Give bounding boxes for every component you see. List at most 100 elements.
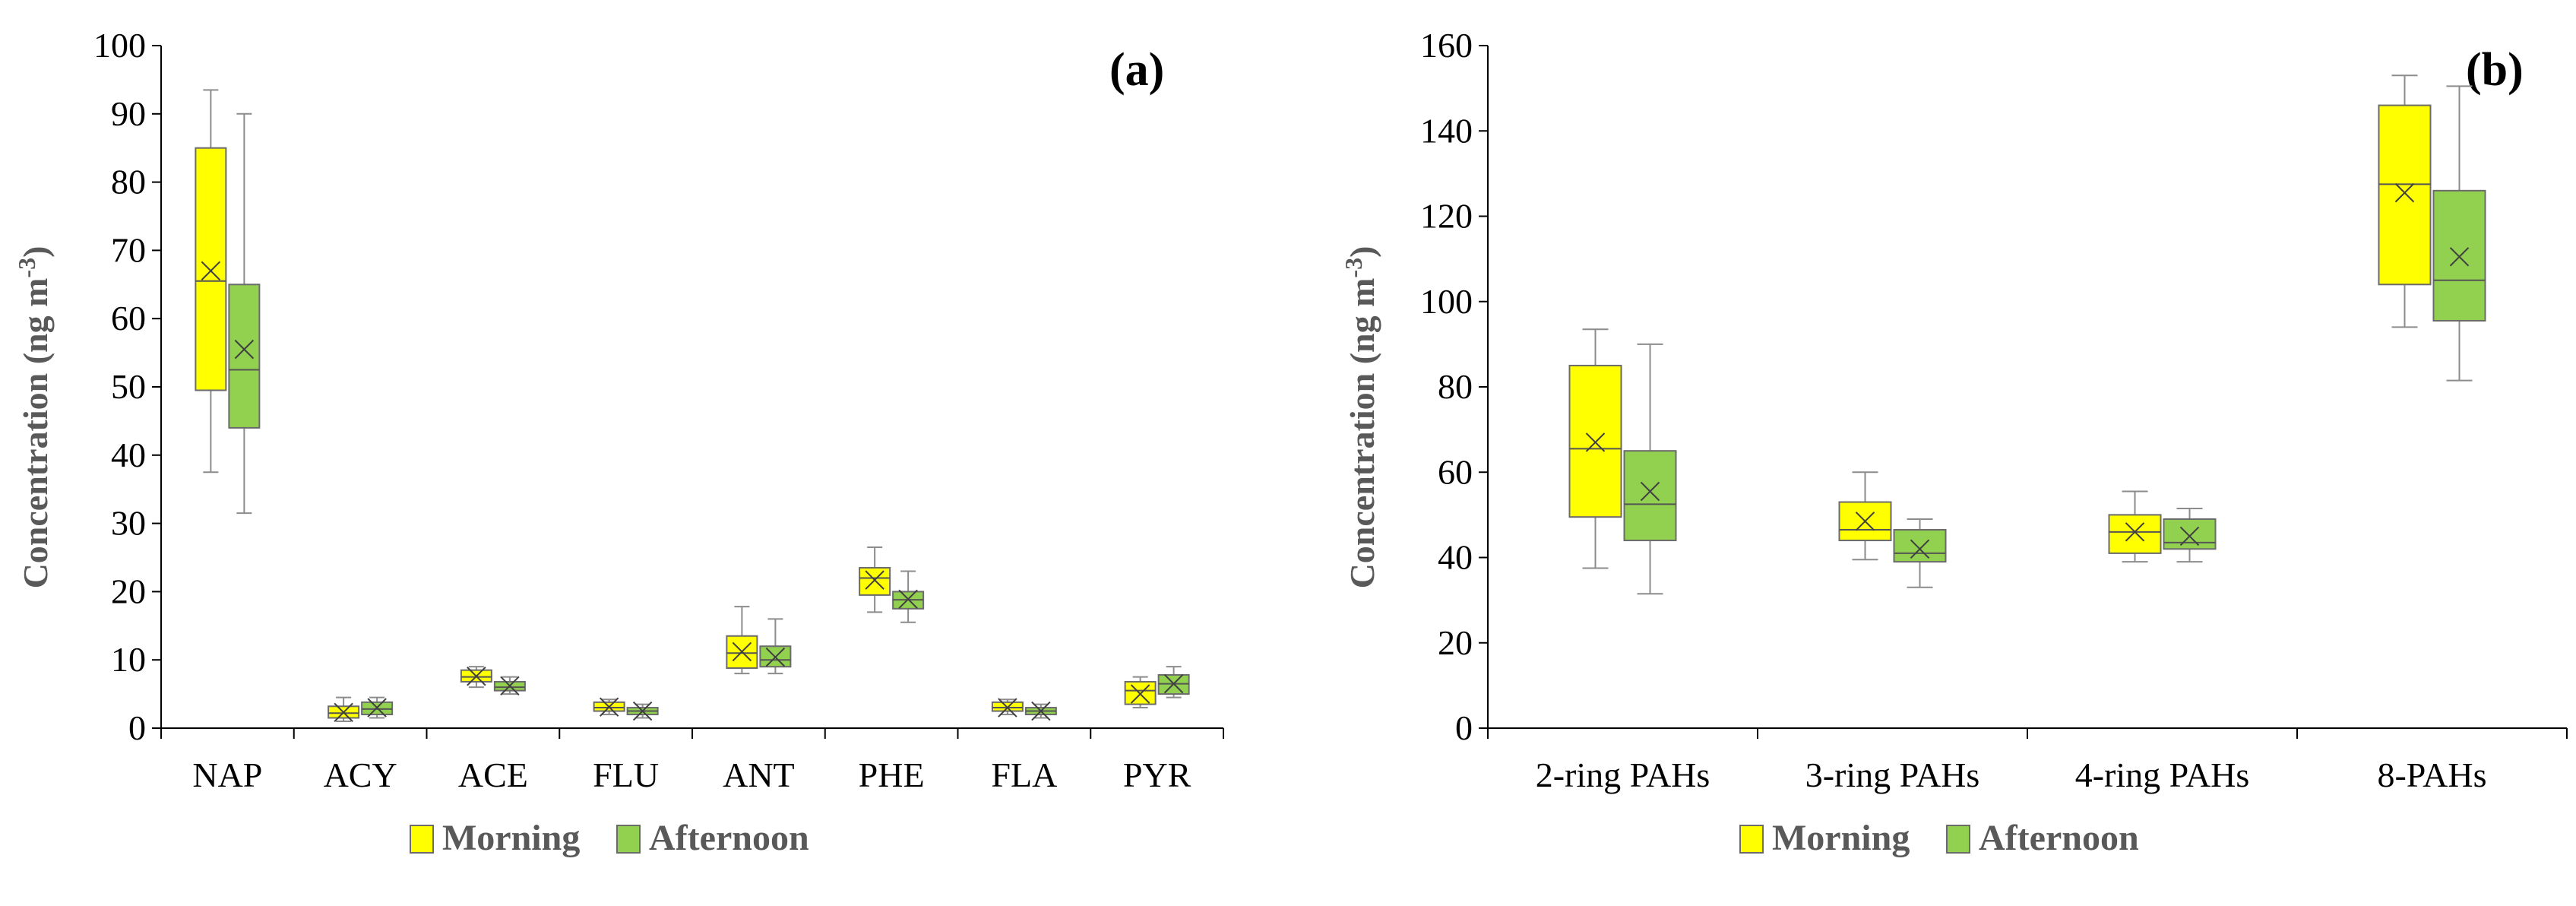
mean-marker bbox=[732, 641, 752, 662]
x-tick-label: NAP bbox=[192, 756, 262, 794]
box-afternoon-ant bbox=[759, 618, 792, 675]
box-afternoon-8-pahs bbox=[2432, 85, 2486, 382]
box-morning-ant bbox=[726, 606, 758, 675]
iqr-box bbox=[228, 284, 261, 429]
box-morning-acy bbox=[328, 696, 360, 723]
x-tick-label: 4-ring PAHs bbox=[2075, 756, 2250, 794]
box-morning-flu bbox=[593, 697, 625, 717]
box-morning-pyr bbox=[1124, 676, 1157, 709]
y-tick-label: 140 bbox=[1420, 111, 1473, 150]
iqr-box bbox=[1124, 680, 1157, 705]
mean-marker bbox=[599, 697, 619, 717]
box-morning-fla bbox=[991, 698, 1024, 718]
mean-marker bbox=[500, 676, 520, 696]
iqr-box bbox=[2108, 514, 2162, 554]
legend-label-afternoon: Afternoon bbox=[649, 818, 809, 858]
x-tick-label: 8-PAHs bbox=[2377, 756, 2486, 794]
box-morning-4-ring-pahs bbox=[2108, 490, 2162, 563]
box-afternoon-4-ring-pahs bbox=[2163, 507, 2217, 563]
iqr-box bbox=[195, 147, 227, 391]
mean-marker bbox=[201, 261, 221, 281]
y-tick-label: 20 bbox=[111, 572, 146, 610]
box-afternoon-phe bbox=[892, 570, 925, 623]
mean-marker bbox=[1031, 701, 1051, 721]
box-afternoon-fla bbox=[1024, 701, 1057, 721]
mean-marker bbox=[2179, 526, 2200, 546]
mean-marker bbox=[1640, 481, 1660, 502]
mean-marker bbox=[2449, 247, 2470, 267]
chart-panel-a: 0 10 20 30 40 50 60 70 80 90 100 NAP ACY ACE FLU ANT PHE… bbox=[13, 26, 1224, 858]
y-tick-label: 70 bbox=[111, 230, 146, 269]
mean-marker bbox=[367, 698, 387, 718]
legend-swatch-morning bbox=[1739, 825, 1764, 854]
box-afternoon-2-ring-pahs bbox=[1623, 343, 1677, 595]
iqr-box bbox=[1623, 450, 1677, 542]
iqr-box bbox=[2163, 518, 2217, 550]
legend-swatch-afternoon bbox=[616, 825, 641, 854]
box-morning-phe bbox=[859, 546, 891, 613]
mean-marker bbox=[334, 702, 353, 723]
box-afternoon-pyr bbox=[1157, 666, 1190, 699]
mean-marker bbox=[765, 647, 786, 667]
box-afternoon-nap bbox=[228, 112, 261, 515]
mean-marker bbox=[632, 701, 653, 721]
mean-marker bbox=[1910, 539, 1930, 559]
iqr-box bbox=[759, 645, 792, 668]
y-tick-label: 40 bbox=[1438, 538, 1473, 577]
mean-marker bbox=[467, 667, 486, 686]
y-tick-label: 0 bbox=[128, 708, 146, 747]
x-tick-label: 3-ring PAHs bbox=[1805, 756, 1980, 794]
mean-marker bbox=[865, 570, 885, 590]
y-tick-label: 160 bbox=[1420, 26, 1473, 65]
y-tick-label: 40 bbox=[111, 436, 146, 474]
y-tick-label: 90 bbox=[111, 94, 146, 133]
x-tick-label: PYR bbox=[1123, 756, 1191, 794]
box-morning-ace bbox=[460, 666, 492, 689]
y-tick-label: 60 bbox=[1438, 452, 1473, 491]
iqr-box bbox=[1893, 529, 1947, 563]
box-afternoon-ace bbox=[493, 676, 526, 696]
y-tick-label: 100 bbox=[93, 26, 146, 65]
y-tick-label: 80 bbox=[111, 163, 146, 201]
x-tick-label: 2-ring PAHs bbox=[1536, 756, 1710, 794]
iqr-box bbox=[1568, 364, 1622, 518]
mean-marker bbox=[1163, 673, 1184, 694]
y-tick-label: 0 bbox=[1455, 708, 1473, 747]
mean-marker bbox=[1855, 512, 1875, 531]
y-tick-label: 10 bbox=[111, 640, 146, 679]
legend-swatch-morning bbox=[410, 825, 434, 854]
x-tick-label: FLA bbox=[991, 756, 1057, 794]
box-morning-3-ring-pahs bbox=[1838, 471, 1892, 561]
y-axis-title: Concentration (ng m-3) bbox=[13, 246, 55, 589]
y-tick-label: 80 bbox=[1438, 367, 1473, 406]
panel-label: (a) bbox=[1109, 44, 1164, 96]
box-afternoon-flu bbox=[626, 701, 659, 721]
y-axis-title: Concentration (ng m-3) bbox=[1340, 246, 1381, 589]
mean-marker bbox=[2125, 522, 2145, 542]
y-tick-label: 100 bbox=[1420, 282, 1473, 321]
box-morning-2-ring-pahs bbox=[1568, 328, 1622, 569]
iqr-box bbox=[859, 566, 891, 596]
mean-marker bbox=[1585, 432, 1606, 452]
x-tick-label: PHE bbox=[859, 756, 925, 794]
chart-panel-b: 0 20 40 60 80 100 120 140 160 2-ring PAHs 3-ring P… bbox=[1340, 26, 2568, 858]
panel-label: (b) bbox=[2466, 44, 2524, 96]
legend-swatch-afternoon bbox=[1946, 825, 1970, 854]
legend-label-afternoon: Afternoon bbox=[1979, 818, 2139, 858]
mean-marker bbox=[234, 339, 255, 360]
x-tick-label: ACE bbox=[458, 756, 528, 794]
y-tick-label: 120 bbox=[1420, 197, 1473, 236]
box-afternoon-3-ring-pahs bbox=[1893, 518, 1947, 588]
mean-marker bbox=[998, 698, 1017, 718]
y-tick-label: 60 bbox=[111, 299, 146, 337]
box-afternoon-acy bbox=[361, 696, 394, 719]
iqr-box bbox=[2378, 104, 2432, 286]
y-tick-label: 30 bbox=[111, 504, 146, 543]
legend-label-morning: Morning bbox=[442, 818, 580, 858]
mean-marker bbox=[1130, 684, 1150, 704]
mean-marker bbox=[2394, 182, 2415, 203]
y-tick-label: 20 bbox=[1438, 623, 1473, 662]
x-tick-label: ANT bbox=[723, 756, 795, 794]
